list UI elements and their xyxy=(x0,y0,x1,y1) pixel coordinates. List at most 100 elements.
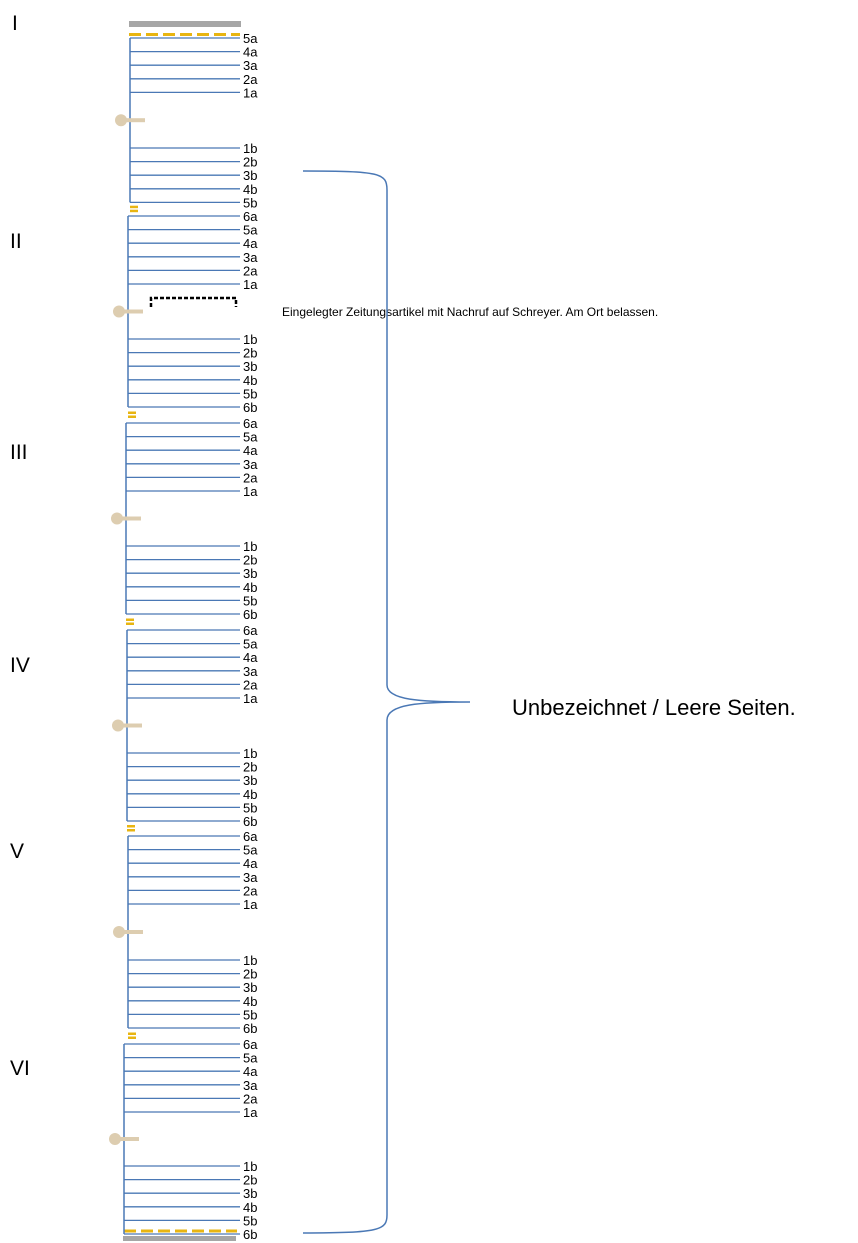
leaf-label: 5b xyxy=(243,195,257,210)
leaf-label: 1b xyxy=(243,953,257,968)
inserted-article-marker xyxy=(149,296,238,307)
leaf-label: 4a xyxy=(243,443,258,458)
leaf-label: 5b xyxy=(243,1213,257,1228)
leaf-label: 1a xyxy=(243,1105,258,1120)
leaf-label: 5a xyxy=(243,31,258,46)
brace-label: Unbezeichnet / Leere Seiten. xyxy=(512,695,796,720)
gathering-number: III xyxy=(10,441,28,464)
leaf-label: 5a xyxy=(243,637,258,652)
leaf-label: 2b xyxy=(243,967,257,982)
stitch-mark xyxy=(126,622,134,625)
leaf-label: 3b xyxy=(243,359,257,374)
leaf-label: 1b xyxy=(243,332,257,347)
leaf-label: 2a xyxy=(243,470,258,485)
leaf-label: 6b xyxy=(243,400,257,415)
leaf-label: 1a xyxy=(243,484,258,499)
leaf-label: 5a xyxy=(243,223,258,238)
leaf-label: 3b xyxy=(243,773,257,788)
leaf-label: 6a xyxy=(243,829,258,844)
leaf-label: 3b xyxy=(243,168,257,183)
blank-pages-brace xyxy=(302,170,471,1234)
leaf-label: 5a xyxy=(243,430,258,445)
leaf-label: 4a xyxy=(243,856,258,871)
leaf-label: 5b xyxy=(243,593,257,608)
stitch-mark xyxy=(128,1036,136,1039)
binding-thread xyxy=(124,930,143,934)
gatherings-structure: I5a4a3a2a1a1b2b3b4b5bII6a5a4a3a2a1a1b2b3… xyxy=(10,12,258,1242)
binding-thread xyxy=(123,723,142,728)
leaf-label: 3b xyxy=(243,980,257,995)
leaf-label: 1a xyxy=(243,691,258,706)
leaf-label: 4a xyxy=(243,236,258,251)
binding-knot xyxy=(113,926,125,938)
stitch-mark xyxy=(128,411,136,414)
leaf-label: 4a xyxy=(243,45,258,60)
leaf-label: 5b xyxy=(243,1007,257,1022)
leaf-label: 6b xyxy=(243,814,257,829)
leaf-label: 1b xyxy=(243,141,257,156)
leaf-label: 6a xyxy=(243,623,258,638)
stitch-mark xyxy=(127,829,135,832)
insert-note: Eingelegter Zeitungsartikel mit Nachruf … xyxy=(282,305,658,319)
stitch-mark xyxy=(128,1032,136,1035)
leaf-label: 5a xyxy=(243,1051,258,1066)
leaf-label: 4b xyxy=(243,1200,257,1215)
leaf-label: 6b xyxy=(243,1227,257,1242)
leaf-label: 4b xyxy=(243,373,257,388)
leaf-label: 6b xyxy=(243,1021,257,1036)
leaf-label: 1a xyxy=(243,277,258,292)
leaf-label: 3a xyxy=(243,1078,258,1093)
binding-knot xyxy=(112,719,124,732)
stitch-mark xyxy=(130,209,138,213)
leaf-label: 2b xyxy=(243,1173,257,1188)
gathering-number: I xyxy=(12,12,18,35)
leaf-label: 1a xyxy=(243,85,258,100)
leaf-label: 5b xyxy=(243,386,257,401)
leaf-label: 4b xyxy=(243,182,257,197)
bottom-cover xyxy=(123,1236,236,1241)
leaf-label: 4a xyxy=(243,1064,258,1079)
gathering-number: IV xyxy=(10,654,30,677)
leaf-label: 2b xyxy=(243,553,257,568)
top-cover xyxy=(129,21,241,27)
leaf-label: 3b xyxy=(243,1186,257,1201)
leaf-label: 3a xyxy=(243,250,258,265)
leaf-label: 5b xyxy=(243,800,257,815)
leaf-label: 2a xyxy=(243,72,258,87)
binding-knot xyxy=(109,1133,121,1145)
leaf-label: 6b xyxy=(243,607,257,622)
stitch-mark xyxy=(128,415,136,418)
leaf-label: 6a xyxy=(243,416,258,431)
leaf-label: 1a xyxy=(243,897,258,912)
leaf-label: 4a xyxy=(243,650,258,665)
leaf-label: 2b xyxy=(243,760,257,775)
leaf-label: 6a xyxy=(243,1037,258,1052)
leaf-label: 5a xyxy=(243,843,258,858)
leaf-label: 1b xyxy=(243,539,257,554)
binding-knot xyxy=(113,305,125,318)
leaf-label: 3b xyxy=(243,566,257,581)
stitch-mark xyxy=(126,618,134,621)
gathering-number: VI xyxy=(10,1057,30,1080)
binding-thread xyxy=(120,1137,139,1141)
leaf-label: 2a xyxy=(243,677,258,692)
leaf-label: 2a xyxy=(243,263,258,278)
binding-thread xyxy=(124,309,143,314)
leaf-label: 4b xyxy=(243,580,257,595)
leaf-label: 4b xyxy=(243,787,257,802)
leaf-label: 3a xyxy=(243,664,258,679)
leaf-label: 2a xyxy=(243,1091,258,1106)
leaf-label: 6a xyxy=(243,209,258,224)
binding-knot xyxy=(111,512,123,525)
leaf-label: 2b xyxy=(243,346,257,361)
leaf-label: 2a xyxy=(243,883,258,898)
stitch-mark xyxy=(127,825,135,828)
binding-knot xyxy=(115,114,127,127)
leaf-label: 3a xyxy=(243,457,258,472)
leaf-label: 2b xyxy=(243,155,257,170)
stitch-mark xyxy=(130,205,138,209)
leaf-label: 1b xyxy=(243,1159,257,1174)
gathering-number: II xyxy=(10,230,22,253)
leaf-label: 4b xyxy=(243,994,257,1009)
